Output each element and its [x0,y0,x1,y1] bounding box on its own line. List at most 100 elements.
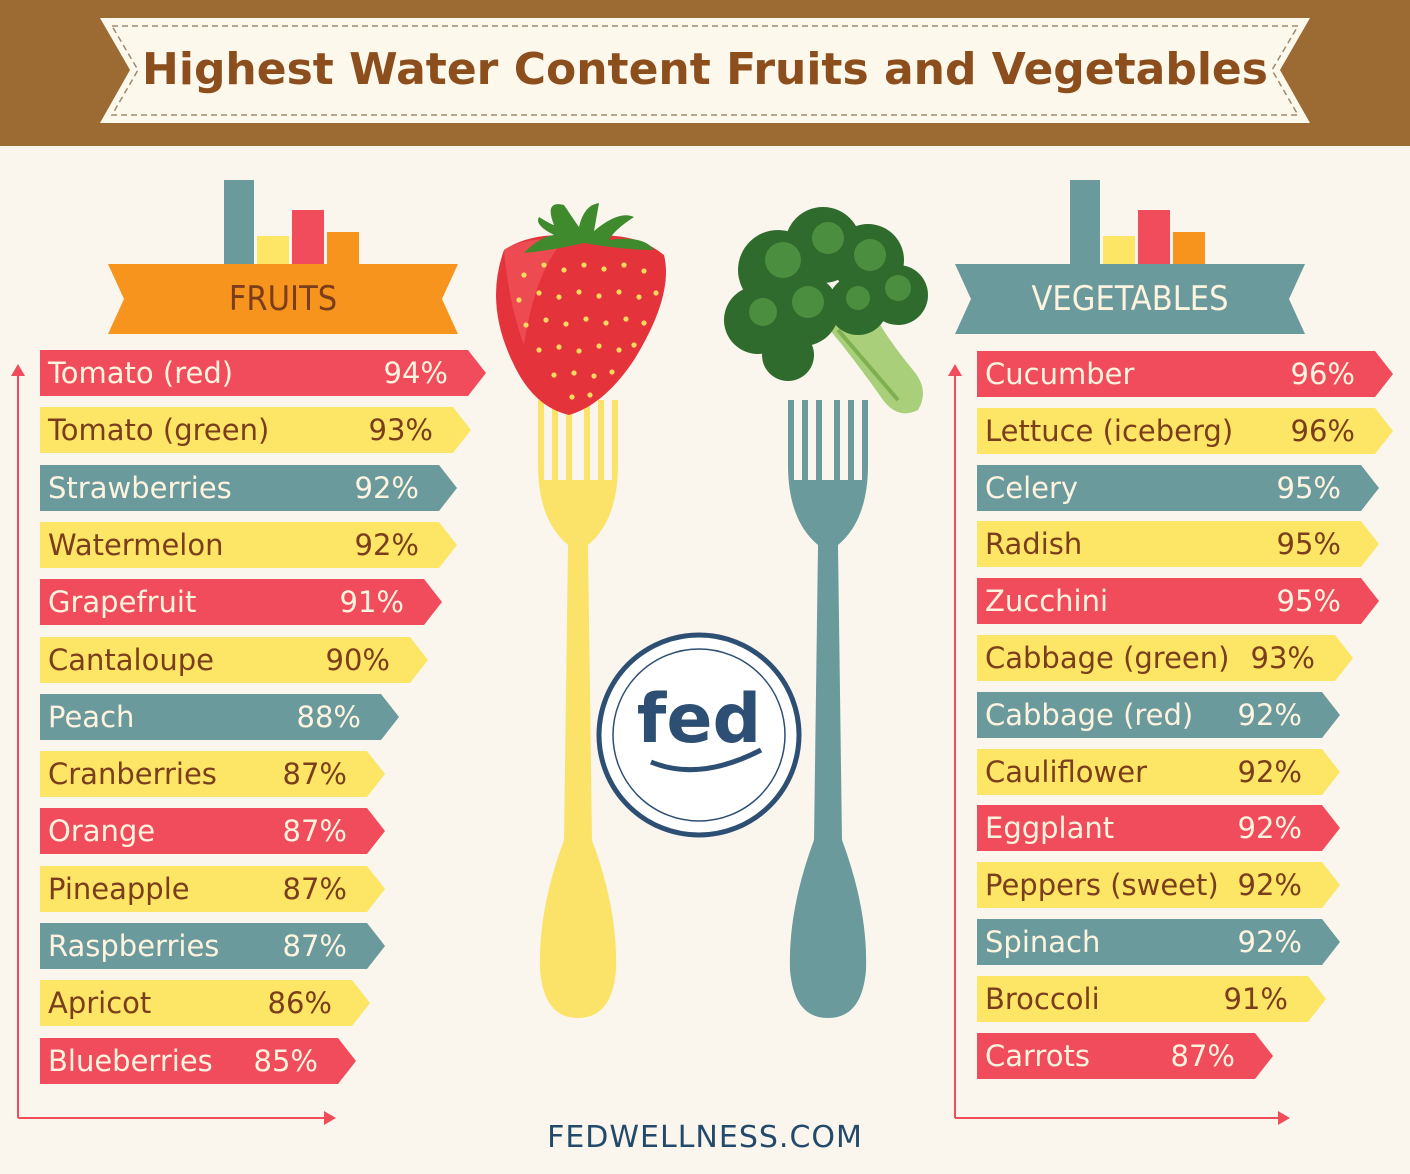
fruit-value-label: 87% [282,814,347,848]
fruit-value-label: 85% [253,1044,318,1078]
vegetable-name-label: Spinach [985,925,1101,959]
vegetable-value-label: 92% [1237,755,1302,789]
fruit-bar-shape [40,1038,356,1084]
vegetable-value-label: 92% [1237,868,1302,902]
vegetable-bar [977,351,1393,397]
vegetable-value-label: 93% [1250,641,1315,675]
fruits-bar-chart-icon [224,180,359,266]
vegetable-name-label: Zucchini [985,584,1109,618]
vegetable-bar [977,578,1379,624]
fruit-bar-shape [40,350,486,396]
fruit-name-label: Watermelon [48,528,224,562]
vegetable-bar-row: Celery 95% [977,465,1381,511]
vegetable-bar-row: Radish 95% [977,521,1381,567]
vegetable-bar [977,635,1353,681]
fruit-bar [40,808,385,854]
vegetable-value-label: 91% [1223,982,1288,1016]
vegetable-name-label: Peppers (sweet) [985,868,1219,902]
fruit-bar [40,751,385,797]
vegetable-name-label: Cauliflower [985,755,1148,789]
teal-fork-icon [788,400,868,1018]
footer-url[interactable]: FEDWELLNESS.COM [547,1120,863,1155]
vegetable-name-label: Broccoli [985,982,1100,1016]
fruit-bar [40,694,399,740]
vegetable-bar [977,692,1340,738]
vegetable-bar-row: Peppers (sweet) 92% [977,862,1342,908]
vegetable-bar-shape [977,749,1340,795]
vegetable-name-label: Eggplant [985,811,1115,845]
fruit-bar-row: Apricot 86% [40,980,372,1026]
title-banner [100,18,1310,123]
fruit-bar-row: Tomato (red) 94% [40,350,488,396]
fruit-name-label: Strawberries [48,471,232,505]
vegetable-bar [977,1033,1273,1079]
vegetable-bar [977,749,1340,795]
vegetable-bar-shape [977,351,1393,397]
fruit-bar-row: Pineapple 87% [40,866,387,912]
vegetable-bar [977,919,1340,965]
vegetable-bar-shape [977,578,1379,624]
fruit-name-label: Grapefruit [48,585,197,619]
vegetable-bar-row: Eggplant 92% [977,805,1342,851]
fruit-value-label: 91% [339,585,404,619]
fruit-bar-row: Tomato (green) 93% [40,407,473,453]
fed-logo-text: fed [636,680,762,759]
fruit-name-label: Apricot [48,986,152,1020]
vegetables-label: VEGETABLES [1031,279,1229,319]
fruit-bar [40,923,385,969]
fruit-bar-shape [40,923,385,969]
vegetables-banner [955,264,1305,334]
vegetable-value-label: 96% [1290,414,1355,448]
vegetable-bar-row: Carrots 87% [977,1033,1275,1079]
fruit-bar-shape [40,808,385,854]
vegetable-bar [977,465,1379,511]
vegetable-name-label: Radish [985,527,1083,561]
fruit-bar-row: Raspberries 87% [40,923,387,969]
broccoli-icon [724,207,928,414]
vegetable-value-label: 92% [1237,811,1302,845]
vegetable-bar-row: Broccoli 91% [977,976,1328,1022]
vegetable-bar-row: Cabbage (red) 92% [977,692,1342,738]
vegetable-bar-shape [977,805,1340,851]
fed-logo [596,632,802,838]
vegetables-bar-chart-icon [1070,180,1205,266]
fruit-bar-shape [40,866,385,912]
fruit-bar [40,579,442,625]
vegetable-name-label: Cucumber [985,357,1135,391]
vegetable-bar-shape [977,521,1379,567]
fruit-value-label: 86% [267,986,332,1020]
vegetable-name-label: Carrots [985,1039,1090,1073]
page-title: Highest Water Content Fruits and Vegetab… [142,44,1268,95]
vegetable-bar-shape [977,692,1340,738]
vegetable-value-label: 95% [1276,527,1341,561]
fruit-value-label: 87% [282,929,347,963]
vegetable-bar-row: Cucumber 96% [977,351,1395,397]
fruit-bar-shape [40,522,457,568]
fruits-label: FRUITS [228,279,338,319]
fruit-bar-row: Blueberries 85% [40,1038,358,1084]
vegetable-name-label: Cabbage (red) [985,698,1194,732]
fruit-name-label: Blueberries [48,1044,213,1078]
fruit-name-label: Peach [48,700,135,734]
fruit-bar-row: Peach 88% [40,694,401,740]
fruit-value-label: 88% [296,700,361,734]
vegetable-bar-shape [977,465,1379,511]
fruit-value-label: 92% [354,528,419,562]
fruit-name-label: Pineapple [48,872,190,906]
fruit-name-label: Cranberries [48,757,217,791]
fruit-bar [40,522,457,568]
vegetable-value-label: 95% [1276,584,1341,618]
fruit-bar-shape [40,694,399,740]
fruit-bar-row: Watermelon 92% [40,522,459,568]
fruit-name-label: Tomato (red) [48,356,234,390]
fruit-bar [40,465,457,511]
vegetable-bar-row: Lettuce (iceberg) 96% [977,408,1395,454]
fruit-value-label: 92% [354,471,419,505]
vegetable-bar-shape [977,635,1353,681]
fruit-bar [40,1038,356,1084]
fruit-value-label: 87% [282,757,347,791]
fruit-bar-row: Cantaloupe 90% [40,637,430,683]
yellow-fork-icon [538,400,618,1018]
fruit-bar-row: Orange 87% [40,808,387,854]
fruit-value-label: 90% [325,643,390,677]
